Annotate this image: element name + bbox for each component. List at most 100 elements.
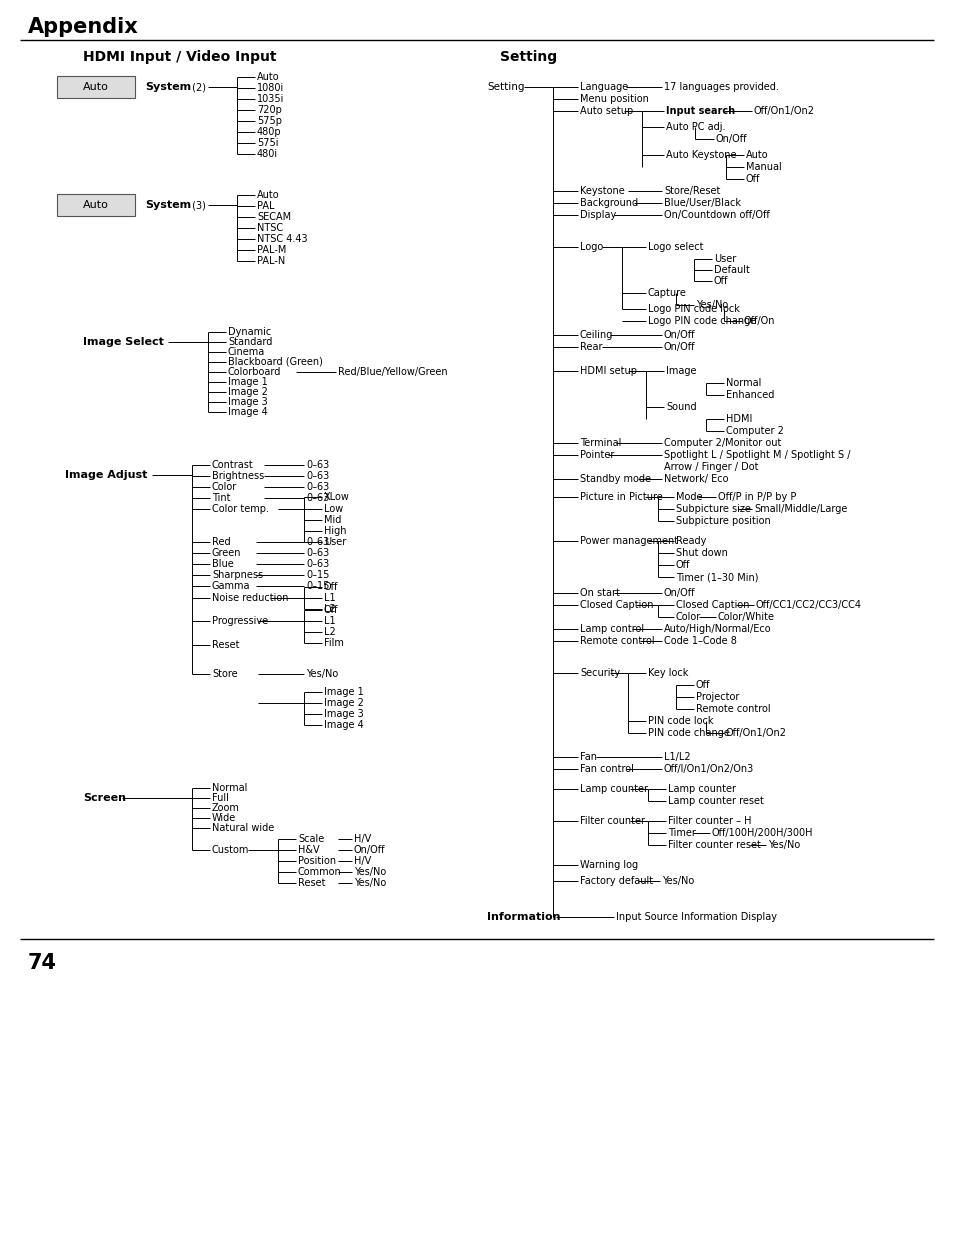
Text: Standby mode: Standby mode bbox=[579, 474, 650, 484]
Text: Progressive: Progressive bbox=[212, 616, 268, 626]
Text: Custom: Custom bbox=[212, 845, 249, 855]
Text: Color/White: Color/White bbox=[718, 613, 774, 622]
Text: Normal: Normal bbox=[212, 783, 247, 793]
Text: Gamma: Gamma bbox=[212, 580, 251, 592]
Text: 0–63: 0–63 bbox=[306, 471, 329, 480]
Text: User: User bbox=[324, 537, 346, 547]
Text: Spotlight L / Spotlight M / Spotlight S /: Spotlight L / Spotlight M / Spotlight S … bbox=[663, 450, 850, 459]
Text: Shut down: Shut down bbox=[676, 548, 727, 558]
Text: Arrow / Finger / Dot: Arrow / Finger / Dot bbox=[663, 462, 758, 472]
Text: HDMI setup: HDMI setup bbox=[579, 366, 637, 375]
Text: Image 4: Image 4 bbox=[228, 408, 268, 417]
Text: Normal: Normal bbox=[725, 378, 760, 388]
Text: Image 1: Image 1 bbox=[228, 377, 268, 387]
Text: Ready: Ready bbox=[676, 536, 705, 546]
Text: PAL: PAL bbox=[256, 201, 274, 211]
Text: Factory default: Factory default bbox=[579, 876, 653, 885]
Text: Auto/High/Normal/Eco: Auto/High/Normal/Eco bbox=[663, 624, 771, 634]
Text: System: System bbox=[145, 200, 191, 210]
Text: 575p: 575p bbox=[256, 116, 282, 126]
Text: Code 1–Code 8: Code 1–Code 8 bbox=[663, 636, 736, 646]
Text: Standard: Standard bbox=[228, 337, 273, 347]
FancyBboxPatch shape bbox=[57, 194, 135, 216]
Text: Mode: Mode bbox=[676, 492, 701, 501]
Text: Red/Blue/Yellow/Green: Red/Blue/Yellow/Green bbox=[337, 367, 447, 377]
Text: Logo PIN code change: Logo PIN code change bbox=[647, 316, 756, 326]
Text: Remote control: Remote control bbox=[696, 704, 770, 714]
Text: Full: Full bbox=[212, 793, 229, 803]
Text: Wide: Wide bbox=[212, 813, 236, 823]
Text: Auto: Auto bbox=[256, 190, 279, 200]
Text: Closed Caption: Closed Caption bbox=[676, 600, 749, 610]
Text: NTSC: NTSC bbox=[256, 224, 283, 233]
Text: H/V: H/V bbox=[354, 834, 371, 844]
Text: 74: 74 bbox=[28, 953, 57, 973]
Text: Image Select: Image Select bbox=[83, 337, 164, 347]
Text: Auto: Auto bbox=[83, 82, 109, 91]
Text: Off: Off bbox=[745, 174, 760, 184]
Text: Image 2: Image 2 bbox=[324, 698, 363, 708]
Text: Store: Store bbox=[212, 669, 237, 679]
Text: 17 languages provided.: 17 languages provided. bbox=[663, 82, 778, 91]
Text: Image 4: Image 4 bbox=[324, 720, 363, 730]
Text: Display: Display bbox=[579, 210, 616, 220]
Text: Menu position: Menu position bbox=[579, 94, 648, 104]
Text: 0–63: 0–63 bbox=[306, 459, 329, 471]
Text: Keystone: Keystone bbox=[579, 186, 624, 196]
Text: Blue/User/Black: Blue/User/Black bbox=[663, 198, 740, 207]
Text: Network/ Eco: Network/ Eco bbox=[663, 474, 728, 484]
Text: Image 1: Image 1 bbox=[324, 687, 363, 697]
Text: Auto: Auto bbox=[745, 149, 768, 161]
Text: Closed Caption: Closed Caption bbox=[579, 600, 653, 610]
Text: SECAM: SECAM bbox=[256, 212, 291, 222]
Text: Computer 2: Computer 2 bbox=[725, 426, 783, 436]
Text: Computer 2/Monitor out: Computer 2/Monitor out bbox=[663, 438, 781, 448]
Text: Remote control: Remote control bbox=[579, 636, 654, 646]
Text: Store/Reset: Store/Reset bbox=[663, 186, 720, 196]
Text: Off: Off bbox=[696, 680, 710, 690]
Text: On/Off: On/Off bbox=[354, 845, 385, 855]
Text: 0–63: 0–63 bbox=[306, 493, 329, 503]
Text: Off/100H/200H/300H: Off/100H/200H/300H bbox=[711, 827, 813, 839]
Text: Power management: Power management bbox=[579, 536, 678, 546]
Text: Filter counter – H: Filter counter – H bbox=[667, 816, 751, 826]
Text: Timer: Timer bbox=[667, 827, 695, 839]
Text: HDMI: HDMI bbox=[725, 414, 752, 424]
Text: Color temp.: Color temp. bbox=[212, 504, 269, 514]
Text: Logo select: Logo select bbox=[647, 242, 702, 252]
Text: Lamp counter: Lamp counter bbox=[579, 784, 647, 794]
Text: Position: Position bbox=[297, 856, 335, 866]
Text: Setting: Setting bbox=[486, 82, 524, 91]
Text: 1080i: 1080i bbox=[256, 83, 284, 93]
Text: 1035i: 1035i bbox=[256, 94, 284, 104]
Text: Subpicture size: Subpicture size bbox=[676, 504, 750, 514]
Text: Reset: Reset bbox=[297, 878, 325, 888]
Text: PIN code change: PIN code change bbox=[647, 727, 729, 739]
Text: Off/On1/On2: Off/On1/On2 bbox=[753, 106, 814, 116]
Text: Ceiling: Ceiling bbox=[579, 330, 613, 340]
Text: 0–63: 0–63 bbox=[306, 559, 329, 569]
Text: Off/On1/On2: Off/On1/On2 bbox=[725, 727, 786, 739]
Text: Color: Color bbox=[676, 613, 700, 622]
Text: Sharpness: Sharpness bbox=[212, 571, 263, 580]
Text: Yes/No: Yes/No bbox=[767, 840, 800, 850]
Text: (3): (3) bbox=[189, 200, 206, 210]
FancyBboxPatch shape bbox=[57, 77, 135, 98]
Text: Setting: Setting bbox=[499, 49, 557, 64]
Text: Off: Off bbox=[713, 275, 727, 287]
Text: On/Off: On/Off bbox=[663, 330, 695, 340]
Text: Common: Common bbox=[297, 867, 341, 877]
Text: Image 2: Image 2 bbox=[228, 387, 268, 396]
Text: Off/On: Off/On bbox=[743, 316, 775, 326]
Text: Timer (1–30 Min): Timer (1–30 Min) bbox=[676, 572, 758, 582]
Text: Blue: Blue bbox=[212, 559, 233, 569]
Text: Pointer: Pointer bbox=[579, 450, 614, 459]
Text: On start: On start bbox=[579, 588, 619, 598]
Text: Yes/No: Yes/No bbox=[354, 878, 386, 888]
Text: Terminal: Terminal bbox=[579, 438, 620, 448]
Text: Image 3: Image 3 bbox=[228, 396, 268, 408]
Text: Key lock: Key lock bbox=[647, 668, 688, 678]
Text: Blackboard (Green): Blackboard (Green) bbox=[228, 357, 322, 367]
Text: Image: Image bbox=[665, 366, 696, 375]
Text: Scale: Scale bbox=[297, 834, 324, 844]
